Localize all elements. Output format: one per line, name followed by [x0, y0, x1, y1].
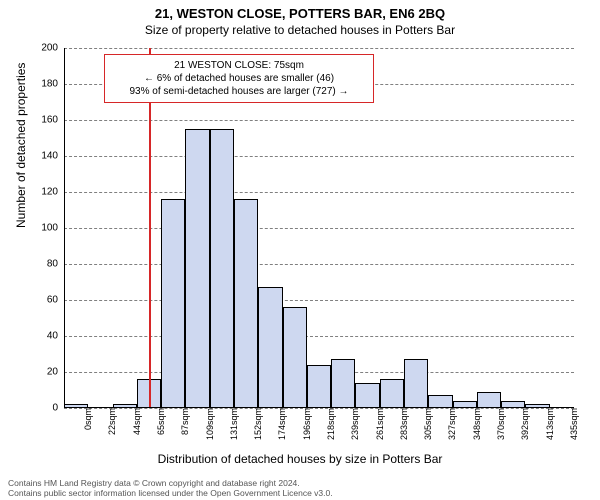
footer-line: Contains public sector information licen… [8, 488, 333, 498]
x-tick-label: 348sqm [468, 408, 482, 440]
y-tick-label: 100 [41, 223, 64, 234]
x-tick-label: 392sqm [516, 408, 530, 440]
y-tick-label: 20 [47, 367, 64, 378]
x-tick-label: 283sqm [395, 408, 409, 440]
y-tick-label: 60 [47, 295, 64, 306]
gridline [64, 192, 574, 193]
x-tick-label: 261sqm [371, 408, 385, 440]
histogram-bar [428, 395, 452, 408]
gridline [64, 228, 574, 229]
page-subtitle: Size of property relative to detached ho… [0, 21, 600, 37]
x-tick-label: 218sqm [322, 408, 336, 440]
x-tick-label: 370sqm [492, 408, 506, 440]
x-tick-label: 239sqm [346, 408, 360, 440]
x-axis-label: Distribution of detached houses by size … [0, 452, 600, 466]
histogram-bar [283, 307, 307, 408]
footer-line: Contains HM Land Registry data © Crown c… [8, 478, 333, 488]
histogram-bar [161, 199, 185, 408]
x-tick-label: 174sqm [273, 408, 287, 440]
gridline [64, 300, 574, 301]
histogram-bar [477, 392, 501, 408]
x-tick-label: 152sqm [249, 408, 263, 440]
annotation-line: 93% of semi-detached houses are larger (… [111, 85, 367, 98]
y-tick-label: 120 [41, 187, 64, 198]
gridline [64, 156, 574, 157]
x-tick-label: 87sqm [176, 408, 190, 435]
x-tick-label: 109sqm [201, 408, 215, 440]
y-tick-label: 80 [47, 259, 64, 270]
y-axis-label: Number of detached properties [14, 63, 28, 228]
x-tick-label: 413sqm [541, 408, 555, 440]
y-tick-label: 200 [41, 43, 64, 54]
histogram-bar [355, 383, 379, 408]
histogram-chart: 0204060801001201401601802000sqm22sqm44sq… [64, 48, 574, 408]
annotation-box: 21 WESTON CLOSE: 75sqm← 6% of detached h… [104, 54, 374, 103]
y-tick-label: 160 [41, 115, 64, 126]
histogram-bar [307, 365, 331, 408]
page-title: 21, WESTON CLOSE, POTTERS BAR, EN6 2BQ [0, 0, 600, 21]
x-tick-label: 435sqm [565, 408, 579, 440]
histogram-bar [453, 401, 477, 408]
annotation-line: ← 6% of detached houses are smaller (46) [111, 72, 367, 85]
gridline [64, 120, 574, 121]
gridline [64, 264, 574, 265]
gridline [64, 336, 574, 337]
footer-attribution: Contains HM Land Registry data © Crown c… [8, 478, 333, 498]
y-tick-label: 140 [41, 151, 64, 162]
histogram-bar [258, 287, 282, 408]
y-tick-label: 0 [52, 403, 64, 414]
x-tick-label: 305sqm [419, 408, 433, 440]
y-tick-label: 180 [41, 79, 64, 90]
x-tick-label: 0sqm [79, 408, 93, 430]
histogram-bar [210, 129, 234, 408]
annotation-line: 21 WESTON CLOSE: 75sqm [111, 59, 367, 72]
y-tick-label: 40 [47, 331, 64, 342]
x-tick-label: 44sqm [128, 408, 142, 435]
histogram-bar [331, 359, 355, 408]
histogram-bar [501, 401, 525, 408]
x-tick-label: 196sqm [298, 408, 312, 440]
x-tick-label: 131sqm [225, 408, 239, 440]
histogram-bar [380, 379, 404, 408]
gridline [64, 48, 574, 49]
x-tick-label: 327sqm [443, 408, 457, 440]
histogram-bar [404, 359, 428, 408]
x-tick-label: 22sqm [103, 408, 117, 435]
histogram-bar [185, 129, 209, 408]
histogram-bar [234, 199, 258, 408]
x-tick-label: 65sqm [152, 408, 166, 435]
